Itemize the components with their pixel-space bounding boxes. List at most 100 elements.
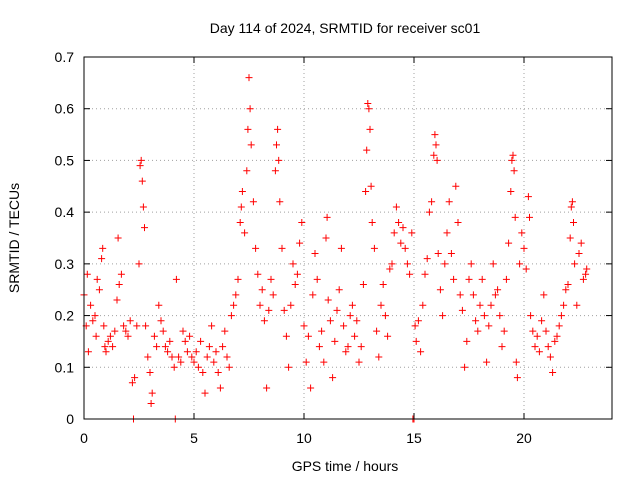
- data-point: [433, 156, 441, 164]
- data-point: [117, 270, 125, 278]
- data-point: [216, 384, 224, 392]
- data-point: [395, 218, 403, 226]
- x-tick-label: 5: [190, 430, 198, 446]
- data-point: [122, 327, 130, 335]
- data-point: [269, 291, 277, 299]
- data-point: [289, 260, 297, 268]
- data-point: [161, 343, 169, 351]
- data-point: [137, 156, 145, 164]
- data-point: [544, 343, 552, 351]
- data-point: [388, 260, 396, 268]
- data-point: [157, 317, 165, 325]
- data-point: [271, 167, 279, 175]
- data-point: [346, 312, 354, 320]
- data-point: [111, 327, 119, 335]
- data-point: [128, 379, 136, 387]
- data-point: [555, 322, 563, 330]
- data-point: [147, 399, 155, 407]
- data-point: [377, 301, 385, 309]
- data-point: [562, 286, 570, 294]
- data-point: [568, 198, 576, 206]
- data-point: [179, 327, 187, 335]
- data-point: [560, 301, 568, 309]
- data-point: [357, 343, 365, 351]
- y-tick-label: 0.3: [55, 256, 75, 272]
- data-point: [267, 275, 275, 283]
- chart-title: Day 114 of 2024, SRMTID for receiver sc0…: [210, 20, 481, 36]
- data-point: [177, 358, 185, 366]
- data-point: [353, 317, 361, 325]
- data-point: [570, 218, 577, 226]
- data-point: [434, 250, 442, 258]
- data-point: [307, 384, 315, 392]
- data-point: [126, 317, 134, 325]
- data-point: [252, 244, 260, 252]
- data-point: [309, 291, 317, 299]
- data-point: [89, 317, 97, 325]
- data-point: [522, 265, 530, 273]
- data-point: [542, 327, 550, 335]
- data-point: [368, 218, 376, 226]
- data-point: [141, 224, 148, 232]
- data-point: [412, 337, 420, 345]
- data-point: [159, 327, 167, 335]
- data-point: [439, 312, 447, 320]
- data-point: [323, 213, 331, 221]
- data-point: [485, 322, 493, 330]
- data-point: [144, 353, 152, 361]
- data-point: [263, 384, 271, 392]
- data-point: [571, 260, 579, 268]
- data-point: [478, 275, 486, 283]
- data-point: [406, 270, 414, 278]
- data-point: [546, 353, 554, 361]
- data-point: [411, 322, 419, 330]
- data-point: [186, 332, 194, 340]
- data-point: [243, 167, 251, 175]
- data-point: [199, 368, 207, 376]
- data-point: [498, 343, 506, 351]
- data-point: [258, 286, 266, 294]
- data-point: [367, 182, 375, 190]
- data-point: [384, 332, 392, 340]
- data-point: [390, 229, 398, 237]
- data-point: [518, 229, 526, 237]
- data-point: [296, 239, 304, 247]
- data-point: [379, 281, 387, 289]
- data-point: [342, 348, 350, 356]
- data-point: [293, 270, 301, 278]
- data-point: [205, 343, 213, 351]
- data-point: [201, 389, 209, 397]
- data-point: [408, 229, 416, 237]
- axis-ticks: 0 5 10 15 20 0 0.1 0.2 0.3 0.4 0.5 0.6 0.7: [55, 49, 612, 446]
- data-point: [505, 239, 513, 247]
- data-point: [148, 389, 156, 397]
- data-point: [135, 260, 143, 268]
- data-point: [313, 275, 321, 283]
- y-tick-label: 0.2: [55, 308, 75, 324]
- data-point: [421, 270, 429, 278]
- data-point: [247, 141, 255, 149]
- data-point: [236, 218, 244, 226]
- data-point: [573, 301, 581, 309]
- data-point: [84, 348, 92, 356]
- data-points: [80, 74, 591, 423]
- data-point: [355, 358, 363, 366]
- data-point: [331, 337, 339, 345]
- data-point: [531, 343, 539, 351]
- data-point: [188, 353, 196, 361]
- data-point: [210, 358, 218, 366]
- data-point: [447, 250, 455, 258]
- data-point: [324, 296, 332, 304]
- data-point: [375, 353, 383, 361]
- data-point: [476, 301, 484, 309]
- data-point: [155, 301, 163, 309]
- data-point: [344, 343, 352, 351]
- data-point: [238, 187, 246, 195]
- data-point: [138, 177, 146, 185]
- y-tick-label: 0.6: [55, 101, 75, 117]
- data-point: [507, 187, 515, 195]
- data-point: [359, 281, 367, 289]
- data-point: [91, 312, 99, 320]
- data-point: [326, 317, 334, 325]
- data-point: [146, 368, 154, 376]
